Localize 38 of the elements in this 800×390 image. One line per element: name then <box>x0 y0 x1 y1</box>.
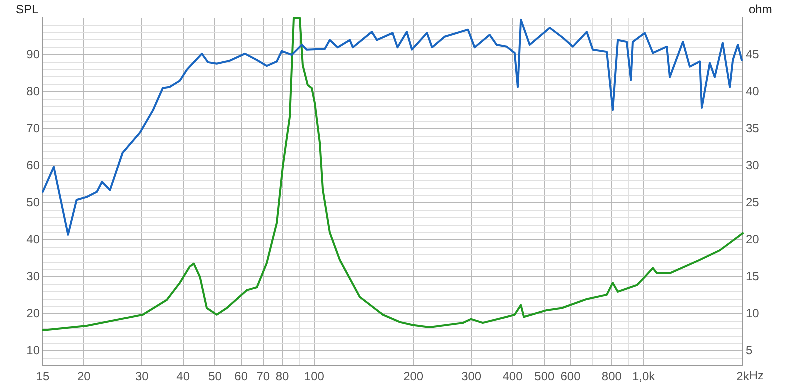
y2-tick-label: 10 <box>746 306 760 320</box>
y-tick-label: 20 <box>26 306 40 320</box>
y2-tick-label: 15 <box>746 269 760 284</box>
y-axis-title: SPL <box>16 2 40 16</box>
y-tick-label: 60 <box>26 158 40 172</box>
x-tick-label: 80 <box>276 370 290 384</box>
x-tick-label: 2k <box>736 370 750 384</box>
y2-tick-label: 25 <box>746 195 760 210</box>
x-tick-label: 20 <box>77 370 92 384</box>
x-tick-label: 1,0k <box>632 370 656 384</box>
x-tick-label: 30 <box>135 370 150 384</box>
x-tick-label: 40 <box>176 370 190 384</box>
y2-axis-title: ohm <box>749 2 772 16</box>
y-tick-label: 50 <box>26 195 40 210</box>
x-tick-label: 200 <box>404 370 424 384</box>
x-tick-label: 15 <box>36 370 50 384</box>
x-tick-label: 60 <box>234 370 248 384</box>
y2-tick-label: 40 <box>746 84 760 98</box>
x-tick-label: 100 <box>304 370 325 384</box>
x-tick-label: 800 <box>602 370 622 384</box>
y-tick-label: 30 <box>26 269 40 284</box>
x-tick-label: 300 <box>462 370 482 384</box>
y2-tick-label: 30 <box>746 158 760 172</box>
y-tick-label: 10 <box>26 344 40 358</box>
y-tick-label: 70 <box>26 121 40 136</box>
x-tick-label: 500 <box>534 370 555 384</box>
x-tick-label: 600 <box>560 370 582 384</box>
x-axis-title: Hz <box>749 368 764 382</box>
y2-tick-label: 45 <box>746 47 760 62</box>
y2-tick-label: 5 <box>746 344 753 358</box>
y2-tick-label: 20 <box>746 232 760 246</box>
y-tick-label: 80 <box>26 84 40 98</box>
y-tick-label: 90 <box>26 47 40 62</box>
x-tick-label: 70 <box>256 370 270 384</box>
x-tick-label: 50 <box>208 370 222 384</box>
x-tick-label: 400 <box>502 370 524 384</box>
y2-tick-label: 35 <box>746 121 760 136</box>
y-tick-label: 40 <box>26 232 40 246</box>
